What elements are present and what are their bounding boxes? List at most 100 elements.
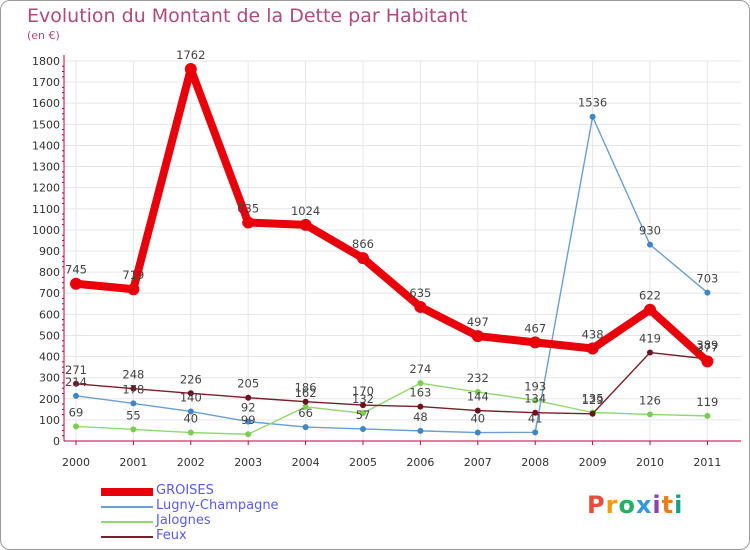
y-tick-label: 1700 (32, 76, 60, 89)
data-label-lugny-champagne: 48 (413, 410, 428, 424)
logo-letter: x (635, 491, 653, 519)
data-label-groises: 497 (467, 315, 489, 329)
data-label-lugny-champagne: 57 (356, 408, 371, 422)
y-tick-label: 900 (39, 245, 60, 258)
data-point-groises (70, 277, 82, 290)
logo-letter: t (661, 491, 675, 519)
y-tick-label: 1600 (32, 97, 60, 110)
data-label-jalognes: 274 (409, 362, 431, 376)
data-label-lugny-champagne: 1536 (578, 96, 607, 110)
data-label-jalognes: 126 (639, 393, 661, 407)
data-point-feux (187, 390, 194, 397)
data-point-jalognes (302, 403, 309, 410)
data-point-groises (586, 342, 599, 355)
data-label-jalognes: 55 (126, 408, 141, 422)
proxiti-logo: Proxiti (587, 491, 683, 519)
legend-item-jalognes: Jalognes (101, 513, 361, 530)
data-point-jalognes (73, 423, 79, 430)
chart-title: Evolution du Montant de la Dette par Hab… (27, 5, 468, 27)
data-point-lugny-champagne (474, 429, 481, 436)
logo-letter: i (652, 491, 662, 519)
data-point-feux (647, 349, 653, 356)
data-label-feux: 129 (582, 393, 604, 407)
data-point-groises (127, 283, 140, 296)
x-tick-label: 2000 (62, 456, 90, 469)
series-line-groises (72, 65, 712, 366)
y-tick-label: 1400 (32, 139, 60, 152)
data-label-lugny-champagne: 140 (180, 390, 202, 404)
legend-item-feux: Feux (101, 528, 361, 545)
data-label-jalognes: 119 (696, 395, 718, 409)
x-tick-label: 2010 (636, 456, 664, 469)
data-label-jalognes: 40 (183, 412, 198, 426)
logo-letter: P (587, 491, 606, 519)
data-label-feux: 248 (122, 368, 144, 382)
logo-letter: o (618, 491, 636, 519)
data-label-groises: 1762 (176, 48, 205, 62)
data-label-jalognes: 135 (582, 392, 604, 406)
data-label-lugny-champagne: 214 (65, 375, 87, 389)
series-line-jalognes (75, 382, 709, 435)
data-point-lugny-champagne (187, 408, 194, 415)
data-label-lugny-champagne: 930 (639, 224, 661, 238)
data-point-jalognes (704, 412, 711, 419)
data-point-groises (644, 303, 656, 316)
data-point-lugny-champagne (647, 241, 653, 248)
data-label-lugny-champagne: 66 (298, 406, 313, 420)
data-label-jalognes: 132 (352, 392, 374, 406)
data-point-feux (73, 380, 79, 387)
data-label-feux: 144 (467, 390, 489, 404)
data-point-feux (130, 385, 137, 392)
legend-swatch-feux (101, 536, 153, 538)
data-label-groises: 377 (696, 340, 718, 354)
data-point-feux (589, 410, 596, 417)
y-tick-label: 0 (53, 435, 60, 448)
y-tick-label: 800 (39, 266, 60, 279)
data-point-jalognes (647, 411, 653, 418)
y-tick-label: 1800 (32, 55, 60, 68)
y-tick-label: 700 (39, 287, 60, 300)
data-point-lugny-champagne (532, 429, 539, 436)
data-point-jalognes (130, 426, 137, 433)
x-tick-label: 2001 (119, 456, 147, 469)
data-point-groises (357, 252, 369, 265)
data-point-lugny-champagne (417, 427, 424, 434)
data-label-groises: 635 (409, 286, 431, 300)
data-point-feux (360, 402, 366, 409)
legend-label-lugny-champagne: Lugny-Champagne (156, 498, 279, 513)
data-point-feux (474, 407, 481, 414)
data-label-jalognes: 193 (524, 379, 546, 393)
data-label-groises: 1024 (291, 204, 320, 218)
chart-legend: GROISES Lugny-Champagne Jalognes Feux (101, 483, 361, 545)
data-label-feux: 163 (409, 386, 431, 400)
legend-label-jalognes: Jalognes (156, 513, 211, 528)
data-point-lugny-champagne (704, 289, 711, 296)
data-point-jalognes (245, 431, 252, 438)
data-point-groises (299, 218, 312, 231)
data-label-lugny-champagne: 40 (470, 412, 485, 426)
data-point-lugny-champagne (589, 113, 596, 120)
y-tick-label: 1500 (32, 118, 60, 131)
data-point-lugny-champagne (360, 425, 366, 432)
y-tick-label: 1000 (32, 224, 60, 237)
data-point-feux (245, 394, 252, 401)
data-point-groises (471, 330, 484, 343)
data-label-lugny-champagne: 178 (122, 382, 144, 396)
data-point-groises (701, 355, 714, 368)
data-point-jalognes (360, 410, 366, 417)
data-point-lugny-champagne (245, 418, 252, 425)
data-label-jalognes: 162 (295, 386, 317, 400)
logo-letter: i (674, 491, 684, 519)
data-label-groises: 745 (65, 263, 87, 277)
y-tick-label: 1200 (32, 182, 60, 195)
data-label-feux: 205 (237, 377, 259, 391)
data-label-groises: 866 (352, 237, 374, 251)
y-tick-label: 400 (39, 351, 60, 364)
y-tick-label: 200 (39, 393, 60, 406)
y-tick-label: 100 (39, 414, 60, 427)
y-tick-label: 1100 (32, 203, 60, 216)
data-point-jalognes (187, 429, 194, 436)
legend-item-groises: GROISES (101, 483, 361, 500)
